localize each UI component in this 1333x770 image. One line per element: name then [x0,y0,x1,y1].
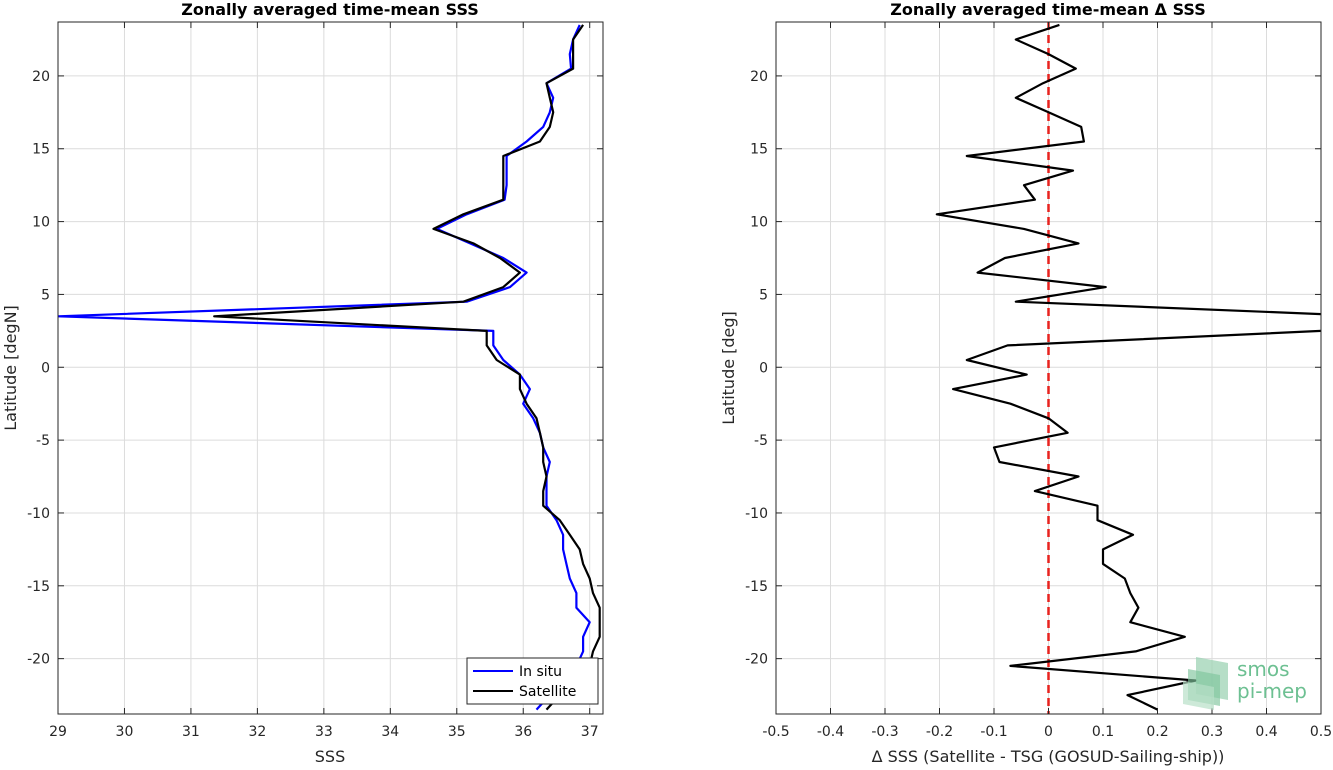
y-tick-label: -10 [745,506,768,522]
x-tick-label: 35 [448,724,466,740]
x-tick-label: 0.4 [1255,724,1277,740]
y-tick-label: 10 [32,215,50,231]
y-tick-label: 0 [759,360,768,376]
y-tick-label: 15 [32,142,50,158]
panel-sss-title: Zonally averaged time-mean SSS [181,0,479,19]
x-tick-label: 0.1 [1092,724,1114,740]
panel-delta-sss-xlabel: Δ SSS (Satellite - TSG (GOSUD-Sailing-sh… [872,747,1225,766]
legend-box [466,657,599,705]
x-tick-label: 32 [248,724,266,740]
x-tick-label: 0.5 [1310,724,1332,740]
panel-delta-sss-ticks: -0.5 -0.4 -0.3 -0.2 -0.1 0 0.1 0.2 0.3 0.4 0.5 -20 -… [745,22,1332,740]
plot-area [935,22,1321,714]
y-tick-label: 5 [41,287,50,303]
delta-sss-series-delta [935,23,1321,711]
y-tick-label: 5 [759,287,768,303]
panel-delta-sss-title: Zonally averaged time-mean Δ SSS [890,0,1206,19]
logo-text-pi-mep: pi-mep [1237,679,1307,703]
y-tick-label: 20 [32,69,50,85]
panel-delta-sss: -0.5 -0.4 -0.3 -0.2 -0.1 0 0.1 0.2 0.3 0.4 0.5 -20 -… [719,0,1332,766]
x-tick-label: 36 [514,724,532,740]
smos-pi-mep-logo: smos pi-mep [1183,657,1307,710]
x-tick-label: -0.5 [762,724,789,740]
logo-layer-3 [1183,681,1214,710]
x-tick-label: 30 [116,724,134,740]
panel-sss: 29 30 31 32 33 34 35 36 37 -20 -15 -10 -5 0 5 10 15 20 Zo… [1,0,604,766]
y-tick-label: -20 [27,652,50,668]
plot-area [58,24,601,711]
x-tick-label: 0.3 [1201,724,1223,740]
x-tick-label: 34 [381,724,399,740]
x-tick-label: -0.2 [926,724,953,740]
x-tick-label: 0.2 [1146,724,1168,740]
y-tick-label: -5 [36,433,50,449]
legend: In situ Satellite [466,657,599,705]
y-tick-label: 20 [750,69,768,85]
logo-text-smos: smos [1237,657,1290,681]
x-tick-label: 29 [49,724,67,740]
panel-sss-frame [57,21,604,715]
x-tick-label: -0.4 [817,724,844,740]
x-tick-label: 37 [581,724,599,740]
panel-delta-sss-ylabel: Latitude [deg] [719,311,738,425]
panel-sss-xlabel: SSS [315,747,345,766]
panel-sss-lines [58,24,601,711]
x-tick-label: 31 [182,724,200,740]
x-tick-label: 0 [1044,724,1053,740]
y-tick-label: 15 [750,142,768,158]
panel-sss-ylabel: Latitude [degN] [1,305,20,431]
y-tick-label: -5 [754,433,768,449]
sss-series-in-situ [58,24,591,711]
legend-label-in-situ: In situ [519,664,562,680]
y-tick-label: 0 [41,360,50,376]
legend-label-satellite: Satellite [519,684,576,700]
panel-sss-background [58,22,603,714]
y-tick-label: -10 [27,506,50,522]
x-tick-label: -0.3 [871,724,898,740]
x-tick-label: 33 [315,724,333,740]
panel-sss-ticks: 29 30 31 32 33 34 35 36 37 -20 -15 -10 -5 0 5 10 15 20 [27,22,603,740]
y-tick-label: -15 [27,579,50,595]
y-tick-label: -15 [745,579,768,595]
x-tick-label: -0.1 [980,724,1007,740]
y-tick-label: 10 [750,215,768,231]
y-tick-label: -20 [745,652,768,668]
panel-delta-sss-lines [935,22,1321,714]
sss-series-satellite [213,24,601,711]
